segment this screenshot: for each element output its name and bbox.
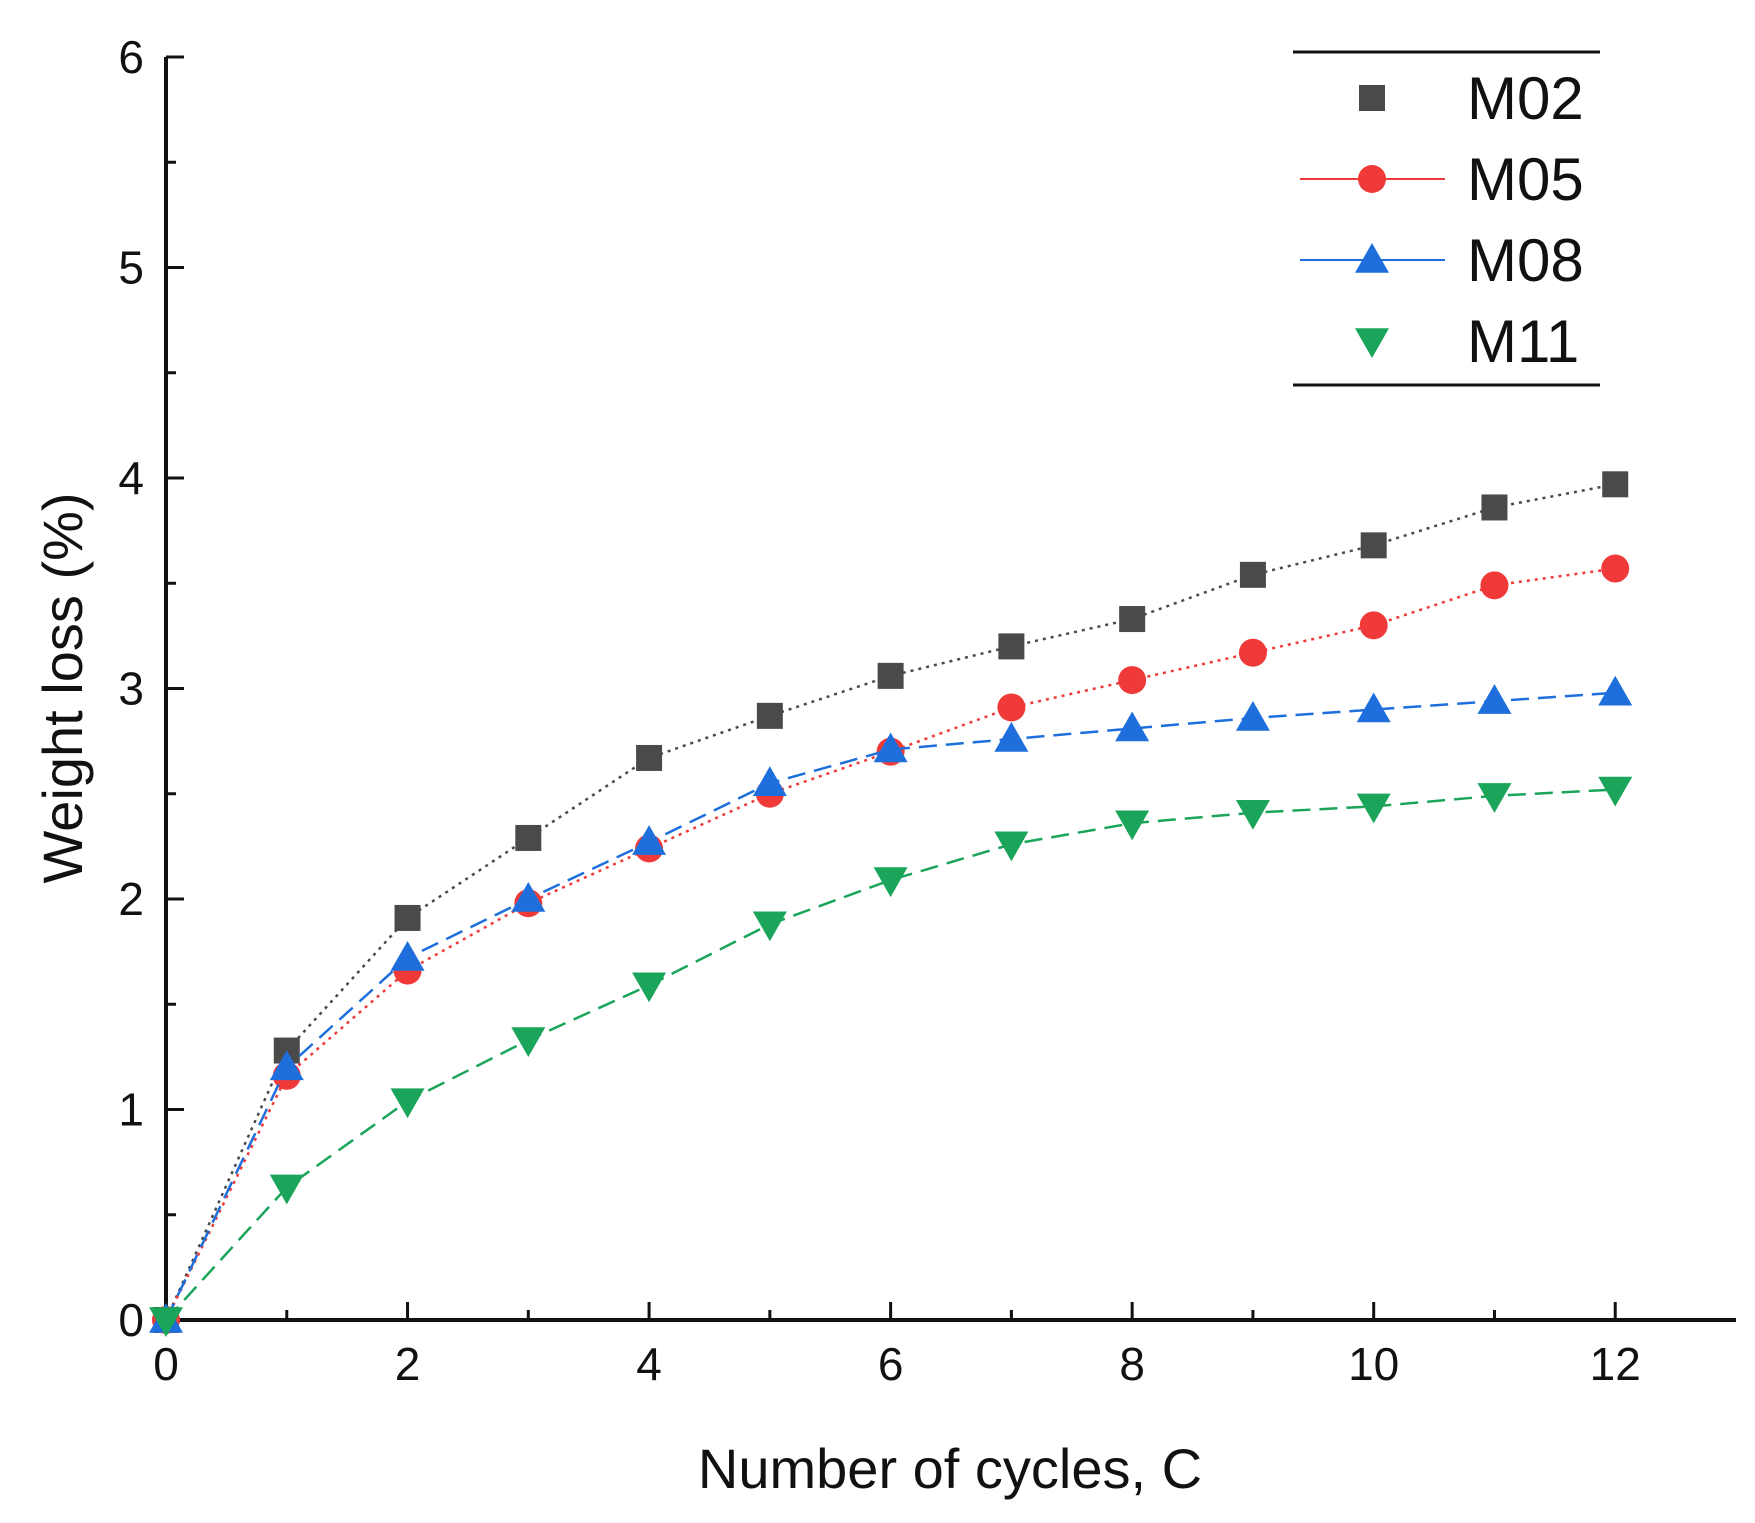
data-point-m11	[1477, 783, 1512, 813]
data-point-m11	[269, 1174, 304, 1205]
legend-label-m11: M11	[1467, 308, 1579, 375]
y-tick-label: 4	[118, 452, 144, 504]
legend-label-m02: M02	[1467, 65, 1584, 132]
data-point-m08	[390, 940, 425, 971]
data-point-m11	[632, 972, 667, 1003]
legend: M02 M05 M08 M11	[1293, 50, 1600, 387]
legend-label-m08: M08	[1467, 227, 1584, 294]
data-point-m05	[1601, 554, 1630, 583]
data-point-m02	[1119, 606, 1146, 633]
data-point-m11	[511, 1027, 546, 1058]
legend-marker-m02	[1359, 85, 1385, 111]
data-point-m05	[1118, 666, 1147, 695]
data-point-m05	[1480, 571, 1509, 600]
data-point-m11	[1235, 799, 1270, 830]
data-point-m08	[269, 1050, 304, 1081]
data-point-m08	[1235, 700, 1270, 731]
y-tick-label: 0	[118, 1294, 144, 1346]
data-point-m02	[1360, 532, 1387, 559]
y-tick-label: 5	[118, 242, 144, 294]
x-tick-label: 12	[1590, 1338, 1641, 1390]
data-point-m11	[1598, 776, 1633, 807]
legend-marker-m08	[1355, 243, 1389, 273]
x-tick-label: 10	[1348, 1338, 1399, 1390]
data-point-m02	[636, 744, 663, 771]
data-point-m05	[1359, 611, 1388, 640]
data-point-m02	[1602, 471, 1629, 498]
x-axis-title: Number of cycles, C	[698, 1437, 1202, 1500]
data-point-m08	[752, 766, 787, 796]
data-point-m02	[515, 824, 542, 851]
data-point-m05	[1238, 638, 1267, 667]
data-point-m08	[873, 732, 908, 763]
legend-marker-m11	[1355, 328, 1389, 358]
y-tick-label: 1	[118, 1084, 144, 1136]
data-point-m08	[1598, 675, 1633, 706]
y-tick-label: 2	[118, 873, 144, 925]
x-tick-label: 2	[395, 1338, 421, 1390]
data-point-m11	[149, 1307, 183, 1337]
data-point-m02	[394, 904, 421, 931]
y-axis-title: Weight loss (%)	[31, 492, 94, 883]
data-point-m08	[1115, 711, 1150, 742]
data-point-m11	[752, 911, 787, 942]
data-point-m02	[1239, 561, 1266, 588]
data-point-m11	[390, 1088, 425, 1119]
data-point-m11	[1115, 810, 1150, 841]
data-point-m05	[997, 693, 1026, 722]
legend-marker-m05	[1358, 165, 1386, 193]
x-tick-label: 0	[153, 1338, 179, 1390]
series-line-m02	[164, 483, 1616, 1321]
data-point-m08	[511, 882, 546, 912]
data-point-m11	[873, 867, 908, 898]
data-point-m11	[994, 831, 1029, 862]
data-point-m02	[756, 702, 783, 729]
data-point-m02	[877, 662, 904, 689]
data-point-m11	[1356, 793, 1391, 824]
data-point-m08	[1477, 684, 1512, 714]
x-tick-label: 8	[1119, 1338, 1145, 1390]
data-point-m08	[994, 722, 1029, 752]
data-point-m02	[998, 633, 1025, 660]
y-tick-label: 3	[118, 663, 144, 715]
data-point-m02	[1481, 494, 1508, 521]
x-tick-label: 6	[878, 1338, 904, 1390]
legend-label-m05: M05	[1467, 146, 1584, 213]
data-point-m08	[632, 825, 667, 855]
data-point-m08	[1356, 692, 1391, 723]
x-tick-label: 4	[636, 1338, 662, 1390]
y-tick-label: 6	[118, 31, 144, 83]
series-line-m08	[164, 691, 1616, 1321]
